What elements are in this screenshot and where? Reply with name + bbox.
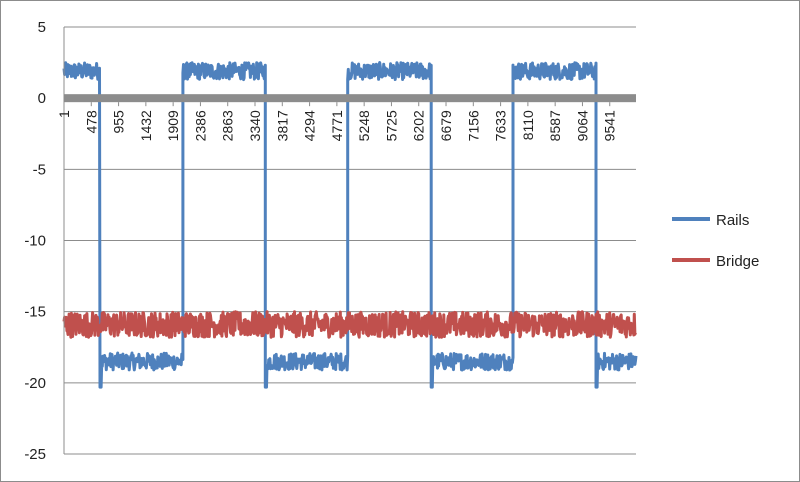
x-axis-line (64, 94, 636, 103)
x-tick-label: 6679 (438, 110, 454, 141)
x-tick-label: 4771 (329, 110, 345, 141)
x-tick-label: 3817 (274, 110, 290, 141)
x-tick-label: 8110 (520, 110, 536, 140)
x-tick-label: 2386 (192, 110, 208, 141)
legend-label-bridge: Bridge (716, 253, 759, 270)
legend: Rails Bridge (672, 212, 759, 270)
y-tick-label: 5 (38, 19, 46, 36)
series-line-rails (62, 61, 638, 389)
y-tick-label: -15 (24, 304, 46, 321)
x-tick-label: 4294 (302, 110, 318, 141)
legend-label-rails: Rails (716, 212, 749, 229)
y-tick-label: -5 (33, 161, 46, 178)
x-tick-label: 1 (56, 110, 72, 118)
x-tick-label: 1432 (138, 110, 154, 141)
x-tick-label: 478 (83, 110, 99, 134)
x-tick-label: 7633 (493, 110, 509, 141)
x-tick-label: 8587 (547, 110, 563, 141)
x-tick-label: 5248 (356, 110, 372, 141)
x-tick-label: 9064 (574, 110, 590, 141)
y-tick-label: -10 (24, 233, 46, 250)
x-tick-label: 3340 (247, 110, 263, 141)
x-tick-label: 7156 (465, 110, 481, 141)
plot-series (62, 61, 638, 389)
y-tick-label: -20 (24, 375, 46, 392)
gridlines (64, 26, 636, 455)
axes: 5 0 -5 -10 -15 -20 -25 1 478 955 1432 1909 2386 2863 3… (24, 19, 636, 463)
series-line-bridge (62, 310, 637, 339)
x-tick-label: 2863 (220, 110, 236, 141)
x-tick-label: 6202 (411, 110, 427, 141)
x-tick-label: 1909 (165, 110, 181, 141)
x-tick-label: 5725 (383, 110, 399, 141)
x-tick-label: 955 (111, 110, 127, 134)
y-tick-label: -25 (24, 446, 46, 463)
y-tick-label: 0 (38, 90, 46, 107)
x-tick-label: 9541 (602, 110, 618, 141)
